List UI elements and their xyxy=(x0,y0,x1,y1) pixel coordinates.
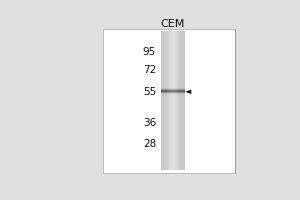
Text: 95: 95 xyxy=(143,47,156,57)
Polygon shape xyxy=(185,90,191,94)
Text: 36: 36 xyxy=(143,118,156,128)
Text: 72: 72 xyxy=(143,65,156,75)
Text: 55: 55 xyxy=(143,87,156,97)
Text: 28: 28 xyxy=(143,139,156,149)
Bar xyxy=(103,29,235,173)
Text: CEM: CEM xyxy=(160,19,184,29)
